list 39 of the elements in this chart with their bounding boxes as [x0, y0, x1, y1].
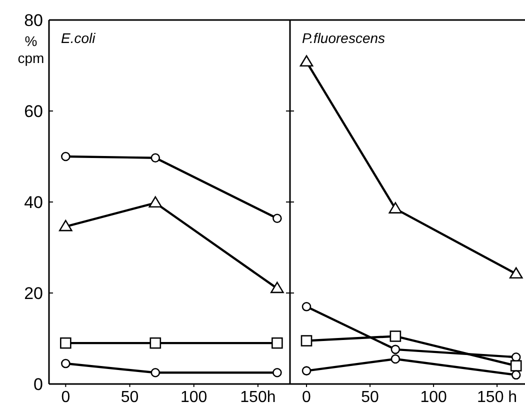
point	[390, 354, 400, 364]
point	[511, 370, 521, 380]
y-tick-label: 0	[34, 374, 43, 394]
text: E.coli	[61, 30, 96, 46]
point	[300, 55, 314, 67]
x-tick-label: 0	[61, 389, 70, 406]
point	[150, 153, 160, 163]
y-tick-label: 40	[24, 192, 43, 212]
point	[272, 337, 283, 349]
point	[388, 202, 402, 214]
point	[300, 335, 312, 346]
point	[509, 267, 523, 279]
point	[150, 337, 162, 349]
point	[390, 344, 400, 354]
point	[302, 366, 312, 376]
point	[61, 358, 70, 368]
text: P.fluorescens	[302, 30, 386, 46]
x-tick-label: 50	[361, 389, 380, 406]
point	[272, 214, 282, 224]
x-tick-label: 100	[180, 389, 208, 406]
y-tick-label: 60	[24, 102, 43, 121]
y-axis-title: % cpm	[18, 33, 44, 66]
point	[272, 368, 282, 378]
x-tick-label: 150h	[240, 389, 276, 406]
point	[60, 337, 72, 349]
x-tick-label: 50	[120, 389, 139, 406]
point	[150, 368, 160, 378]
x-tick-label: 150 h	[477, 389, 518, 406]
y-tick-label: 80	[24, 10, 43, 30]
point	[302, 302, 312, 312]
point	[61, 152, 70, 162]
point	[390, 330, 402, 342]
point	[59, 220, 72, 232]
point	[510, 360, 522, 372]
point	[270, 282, 284, 294]
point	[148, 196, 162, 208]
x-tick-label: 0	[302, 389, 312, 406]
y-tick-label: 20	[24, 284, 43, 303]
x-tick-label: 100	[420, 389, 447, 406]
